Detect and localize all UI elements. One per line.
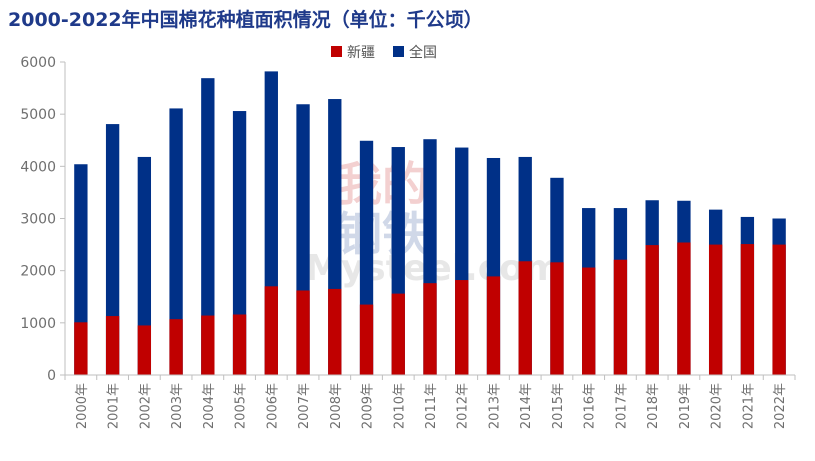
bars [74,71,786,376]
bar-全国 [169,108,183,375]
bar-新疆 [486,276,501,375]
x-tick-label: 2020年 [710,383,725,429]
bar-新疆 [359,304,374,375]
bar-新疆 [740,244,755,375]
bar-新疆 [391,293,405,375]
x-tick-label: 2017年 [614,383,629,429]
x-tick-label: 2007年 [297,383,312,429]
bar-新疆 [105,316,120,375]
x-tick-label: 2019年 [678,383,693,429]
bar-新疆 [455,280,469,375]
bar-全国 [137,156,152,375]
y-tick-label: 6000 [20,55,56,71]
bar-新疆 [264,286,278,375]
bar-新疆 [708,244,723,375]
y-tick-label: 1000 [20,316,56,332]
y-tick-label: 3000 [20,212,56,228]
bar-新疆 [613,259,628,375]
x-tick-label: 2013年 [487,383,502,429]
legend-swatch-新疆 [331,46,342,57]
y-axis: 0 1000 2000 3000 4000 5000 6000 [20,55,66,384]
x-tick-label: 2011年 [424,383,439,429]
x-tick-label: 2009年 [361,383,376,429]
bar-新疆 [201,315,215,375]
x-tick-label: 2003年 [170,383,185,429]
y-tick-label: 0 [47,368,56,384]
bar-新疆 [677,242,691,375]
watermark-line1: 我的 [336,157,428,211]
bar-新疆 [296,290,310,375]
bar-新疆 [772,244,786,375]
y-tick-label: 4000 [20,159,56,175]
x-tick-label: 2001年 [107,383,122,429]
x-tick-label: 2002年 [138,383,153,429]
x-tick-label: 2010年 [392,383,407,429]
x-tick-label: 2016年 [583,383,598,429]
legend-label-新疆: 新疆 [347,45,375,61]
legend-label-全国: 全国 [409,44,437,61]
bar-全国 [105,124,120,375]
bar-新疆 [232,314,247,375]
legend: 新疆 全国 [331,44,437,61]
y-tick-label: 5000 [20,107,56,123]
x-tick-label: 2014年 [519,383,534,429]
bar-全国 [201,78,215,376]
x-tick-label: 2022年 [773,383,788,429]
x-tick-label: 2000年 [75,383,90,429]
x-tick-label: 2015年 [551,383,566,429]
x-tick-label: 2018年 [646,383,661,429]
watermark-line2: 钢铁 [336,207,428,261]
x-tick-label: 2006年 [265,383,280,429]
bar-新疆 [423,283,437,375]
y-tick-label: 2000 [20,264,56,280]
bar-新疆 [169,319,183,375]
chart-title: 2000-2022年中国棉花种植面积情况（单位：千公顷） [8,9,483,31]
bar-新疆 [582,267,596,375]
x-tick-label: 2004年 [202,383,217,429]
bar-新疆 [550,262,564,375]
x-tick-label: 2012年 [456,383,471,429]
bar-新疆 [137,325,152,375]
x-tick-label: 2021年 [741,383,756,429]
bar-全国 [232,111,247,375]
x-axis: 2000年 2001年 2002年 2003年 2004年 2005年 2006年 2007年… [64,374,796,429]
bar-新疆 [74,322,88,375]
x-tick-label: 2005年 [234,383,249,429]
x-tick-label: 2008年 [329,383,344,429]
bar-新疆 [518,261,532,375]
bar-新疆 [645,245,659,375]
bar-新疆 [328,288,342,375]
legend-swatch-全国 [393,46,404,57]
